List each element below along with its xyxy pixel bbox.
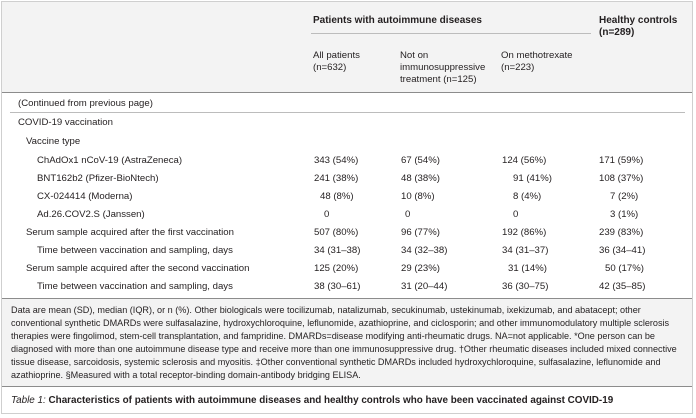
cell-mtx: 36 (30–75) xyxy=(502,281,549,292)
table-footnote-area xyxy=(2,298,692,386)
cell-not-immuno: 34 (32–38) xyxy=(401,245,448,256)
cell-mtx: 0 xyxy=(513,209,519,220)
cell-all: 241 (38%) xyxy=(314,173,359,184)
row-label: Time between vaccination and sampling, d… xyxy=(37,281,233,292)
cell-mtx: 34 (31–37) xyxy=(502,245,549,256)
col-header-mtx-n: (n=223) xyxy=(501,62,535,73)
cell-all: 38 (30–61) xyxy=(314,281,361,292)
table-body xyxy=(2,92,692,298)
col-header-not-immuno-3: treatment (n=125) xyxy=(400,74,477,85)
cell-all: 125 (20%) xyxy=(314,263,359,274)
continued-note: (Continued from previous page) xyxy=(18,98,153,109)
cell-all: 48 (8%) xyxy=(320,191,354,202)
group-header-rule xyxy=(311,33,591,34)
caption-label: Table 1: xyxy=(11,395,46,406)
group-header-healthy-n: (n=289) xyxy=(599,27,635,38)
cell-healthy: 7 (2%) xyxy=(610,191,639,202)
body-bottom-rule xyxy=(2,298,692,299)
group-header-autoimmune: Patients with autoimmune diseases xyxy=(313,15,482,26)
cell-all: 0 xyxy=(324,209,330,220)
col-header-all: All patients xyxy=(313,50,360,61)
cell-healthy: 108 (37%) xyxy=(599,173,644,184)
caption-area xyxy=(2,386,692,413)
col-header-all-n: (n=632) xyxy=(313,62,347,73)
row-label: Ad.26.COV2.S (Janssen) xyxy=(37,209,145,220)
cell-not-immuno: 10 (8%) xyxy=(401,191,435,202)
cell-mtx: 31 (14%) xyxy=(508,263,547,274)
row-label: CX-024414 (Moderna) xyxy=(37,191,133,202)
table-caption: Table 1: Characteristics of patients wit… xyxy=(11,395,613,407)
cell-all: 343 (54%) xyxy=(314,155,359,166)
cell-mtx: 124 (56%) xyxy=(502,155,547,166)
caption-rule xyxy=(2,386,692,387)
cell-mtx: 192 (86%) xyxy=(502,227,547,238)
group-header-healthy: Healthy controls xyxy=(599,15,678,26)
cell-not-immuno: 67 (54%) xyxy=(401,155,440,166)
subsection-heading: Vaccine type xyxy=(26,136,81,147)
cell-healthy: 3 (1%) xyxy=(610,209,639,220)
cell-not-immuno: 31 (20–44) xyxy=(401,281,448,292)
cell-all: 507 (80%) xyxy=(314,227,359,238)
cell-healthy: 239 (83%) xyxy=(599,227,644,238)
cell-healthy: 42 (35–85) xyxy=(599,281,646,292)
cell-mtx: 91 (41%) xyxy=(513,173,552,184)
cell-not-immuno: 29 (23%) xyxy=(401,263,440,274)
col-header-mtx: On methotrexate xyxy=(501,50,573,61)
section-heading: COVID-19 vaccination xyxy=(18,117,113,128)
cell-not-immuno: 0 xyxy=(405,209,411,220)
row-label: BNT162b2 (Pfizer-BioNtech) xyxy=(37,173,159,184)
col-header-not-immuno: Not on xyxy=(400,50,429,61)
table-footnote: Data are mean (SD), median (IQR), or n (… xyxy=(11,305,677,381)
row-divider xyxy=(10,112,685,113)
row-label: ChAdOx1 nCoV-19 (AstraZeneca) xyxy=(37,155,183,166)
cell-healthy: 50 (17%) xyxy=(605,263,644,274)
caption-text: Characteristics of patients with autoimm… xyxy=(45,395,614,406)
cell-healthy: 171 (59%) xyxy=(599,155,644,166)
cell-not-immuno: 48 (38%) xyxy=(401,173,440,184)
row-label: Serum sample acquired after the second v… xyxy=(26,263,250,274)
row-label: Serum sample acquired after the first va… xyxy=(26,227,234,238)
cell-healthy: 36 (34–41) xyxy=(599,245,646,256)
table-header xyxy=(2,2,692,92)
cell-all: 34 (31–38) xyxy=(314,245,361,256)
cell-not-immuno: 96 (77%) xyxy=(401,227,440,238)
row-label: Time between vaccination and sampling, d… xyxy=(37,245,233,256)
header-bottom-rule xyxy=(2,92,692,93)
col-header-not-immuno-2: immunosuppressive xyxy=(400,62,486,73)
cell-mtx: 8 (4%) xyxy=(513,191,542,202)
